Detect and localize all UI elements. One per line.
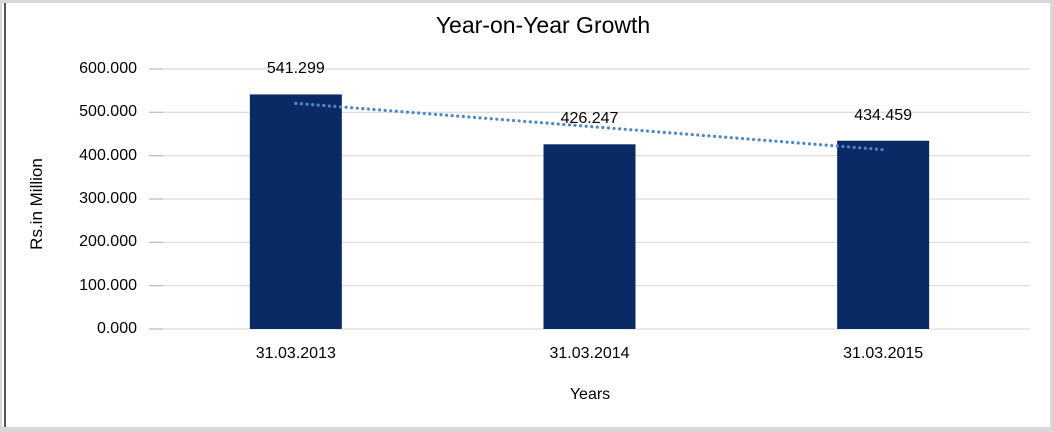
chart-title: Year-on-Year Growth (435, 12, 651, 38)
data-label: 426.247 (560, 110, 619, 128)
frame-border-right (1050, 0, 1053, 432)
y-tick-label: 200.000 (79, 233, 137, 251)
category-label: 31.03.2014 (549, 345, 630, 362)
frame-border-bottom (0, 427, 1053, 432)
category-label: 31.03.2015 (843, 345, 924, 362)
y-tick-label: 0.000 (96, 320, 137, 337)
bar-31.03.2013 (249, 94, 342, 329)
y-tick-label: 100.000 (79, 276, 137, 294)
y-tick-label: 600.000 (79, 60, 137, 77)
data-label: 434.459 (854, 106, 913, 124)
x-axis-title: Years (569, 386, 611, 403)
frame-border-top (0, 0, 1053, 3)
frame-border-left (0, 0, 2, 432)
bar-31.03.2015 (837, 140, 930, 329)
category-label: 31.03.2013 (255, 345, 336, 362)
frame-left-rule (4, 3, 6, 427)
bar-31.03.2014 (543, 144, 636, 329)
y-tick-label: 500.000 (79, 103, 137, 121)
data-label: 541.299 (266, 60, 325, 78)
y-tick-label: 400.000 (79, 146, 137, 164)
y-tick-label: 300.000 (79, 190, 137, 207)
